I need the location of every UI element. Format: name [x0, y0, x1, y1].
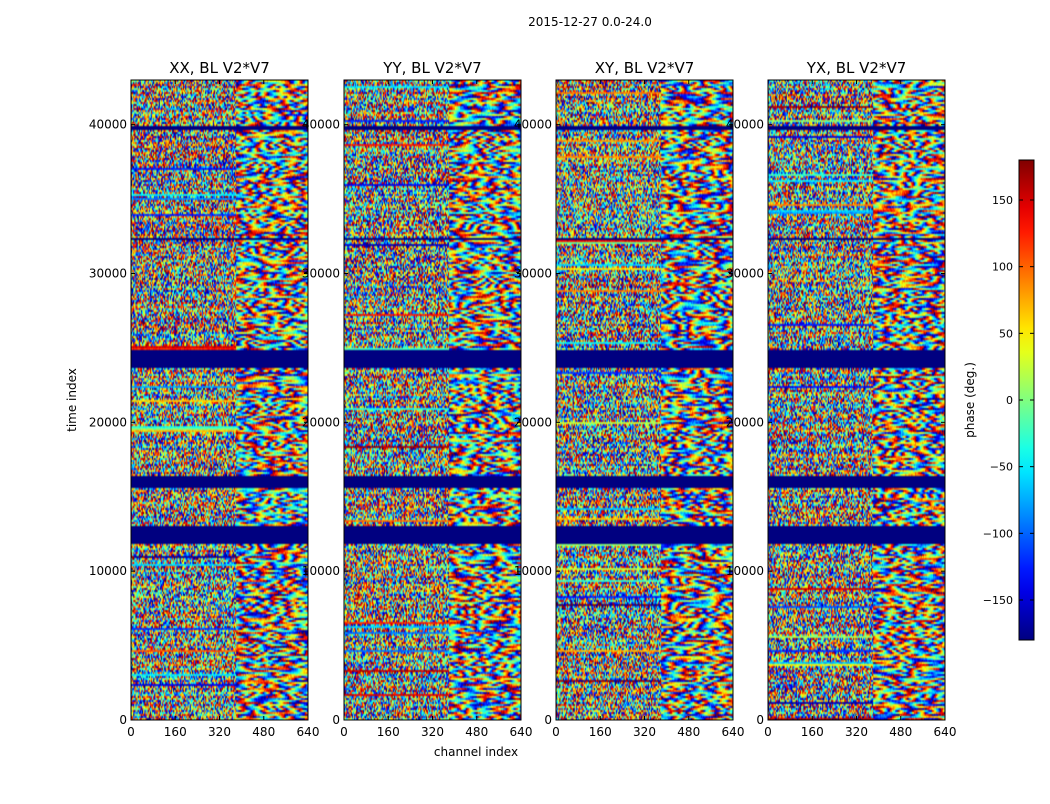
colorbar-label: phase (deg.) — [963, 362, 977, 438]
y-tick-label: 40000 — [726, 118, 764, 132]
y-tick-label: 10000 — [514, 564, 552, 578]
heatmap-yy — [344, 80, 521, 720]
y-tick-label: 0 — [544, 713, 552, 727]
x-tick-label: 0 — [552, 725, 560, 739]
x-tick-label: 640 — [510, 725, 533, 739]
x-tick-label: 320 — [845, 725, 868, 739]
x-tick-label: 0 — [340, 725, 348, 739]
panels-layer: XX, BL V2*V7 0 160 320 480 640 0 10000 20000 3000… — [89, 59, 957, 739]
x-tick-label: 160 — [377, 725, 400, 739]
heatmap-xx — [131, 80, 308, 720]
colorbar-tick-label: 50 — [999, 327, 1013, 340]
colorbar-tick-label: −100 — [983, 527, 1013, 540]
panel-yx: YX, BL V2*V7 0 160 320 480 640 0 10000 20000 3000… — [726, 59, 957, 739]
colorbar-tick-label: 100 — [992, 261, 1013, 274]
x-tick-label: 480 — [889, 725, 912, 739]
panel-xx: XX, BL V2*V7 0 160 320 480 640 0 10000 20000 3000… — [89, 59, 320, 739]
y-tick-label: 40000 — [302, 118, 340, 132]
x-tick-label: 640 — [934, 725, 957, 739]
y-tick-label: 10000 — [89, 564, 127, 578]
y-tick-label: 30000 — [726, 266, 764, 280]
colorbar: −150 −100 −50 0 50 100 150 phase (deg.) — [963, 159, 1035, 641]
x-tick-label: 0 — [127, 725, 135, 739]
y-tick-label: 10000 — [726, 564, 764, 578]
y-tick-label: 30000 — [302, 266, 340, 280]
x-tick-label: 320 — [421, 725, 444, 739]
panel-yy: YY, BL V2*V7 0 160 320 480 640 0 10000 20000 3000… — [302, 59, 533, 739]
y-tick-label: 20000 — [726, 415, 764, 429]
x-tick-label: 480 — [465, 725, 488, 739]
y-tick-label: 30000 — [514, 266, 552, 280]
y-tick-label: 30000 — [89, 266, 127, 280]
y-tick-label: 20000 — [514, 415, 552, 429]
panel-title: XY, BL V2*V7 — [595, 59, 695, 77]
colorbar-tick-label: −150 — [983, 594, 1013, 607]
heatmap-xy — [556, 80, 733, 720]
y-tick-label: 10000 — [302, 564, 340, 578]
panel-title: XX, BL V2*V7 — [169, 59, 270, 77]
y-tick-label: 20000 — [89, 415, 127, 429]
x-tick-label: 640 — [722, 725, 745, 739]
panel-title: YY, BL V2*V7 — [382, 59, 481, 77]
y-tick-label: 0 — [119, 713, 127, 727]
x-tick-label: 160 — [164, 725, 187, 739]
x-tick-label: 480 — [252, 725, 275, 739]
x-tick-label: 160 — [801, 725, 824, 739]
x-axis-label: channel index — [434, 745, 518, 759]
y-axis-label: time index — [65, 368, 79, 432]
y-tick-label: 40000 — [89, 118, 127, 132]
x-tick-label: 160 — [589, 725, 612, 739]
suptitle: 2015-12-27 0.0-24.0 — [528, 15, 652, 29]
colorbar-tick-label: 0 — [1006, 394, 1013, 407]
y-tick-label: 20000 — [302, 415, 340, 429]
heatmap-yx — [768, 80, 945, 720]
y-tick-label: 40000 — [514, 118, 552, 132]
x-tick-label: 0 — [764, 725, 772, 739]
y-tick-label: 0 — [332, 713, 340, 727]
x-tick-label: 480 — [677, 725, 700, 739]
colorbar-tick-label: −50 — [990, 461, 1013, 474]
panel-xy: XY, BL V2*V7 0 160 320 480 640 0 10000 20000 3000… — [514, 59, 745, 739]
panel-title: YX, BL V2*V7 — [806, 59, 907, 77]
colorbar-tick-label: 150 — [992, 194, 1013, 207]
x-tick-label: 320 — [208, 725, 231, 739]
y-tick-label: 0 — [756, 713, 764, 727]
x-tick-label: 640 — [297, 725, 320, 739]
x-tick-label: 320 — [633, 725, 656, 739]
